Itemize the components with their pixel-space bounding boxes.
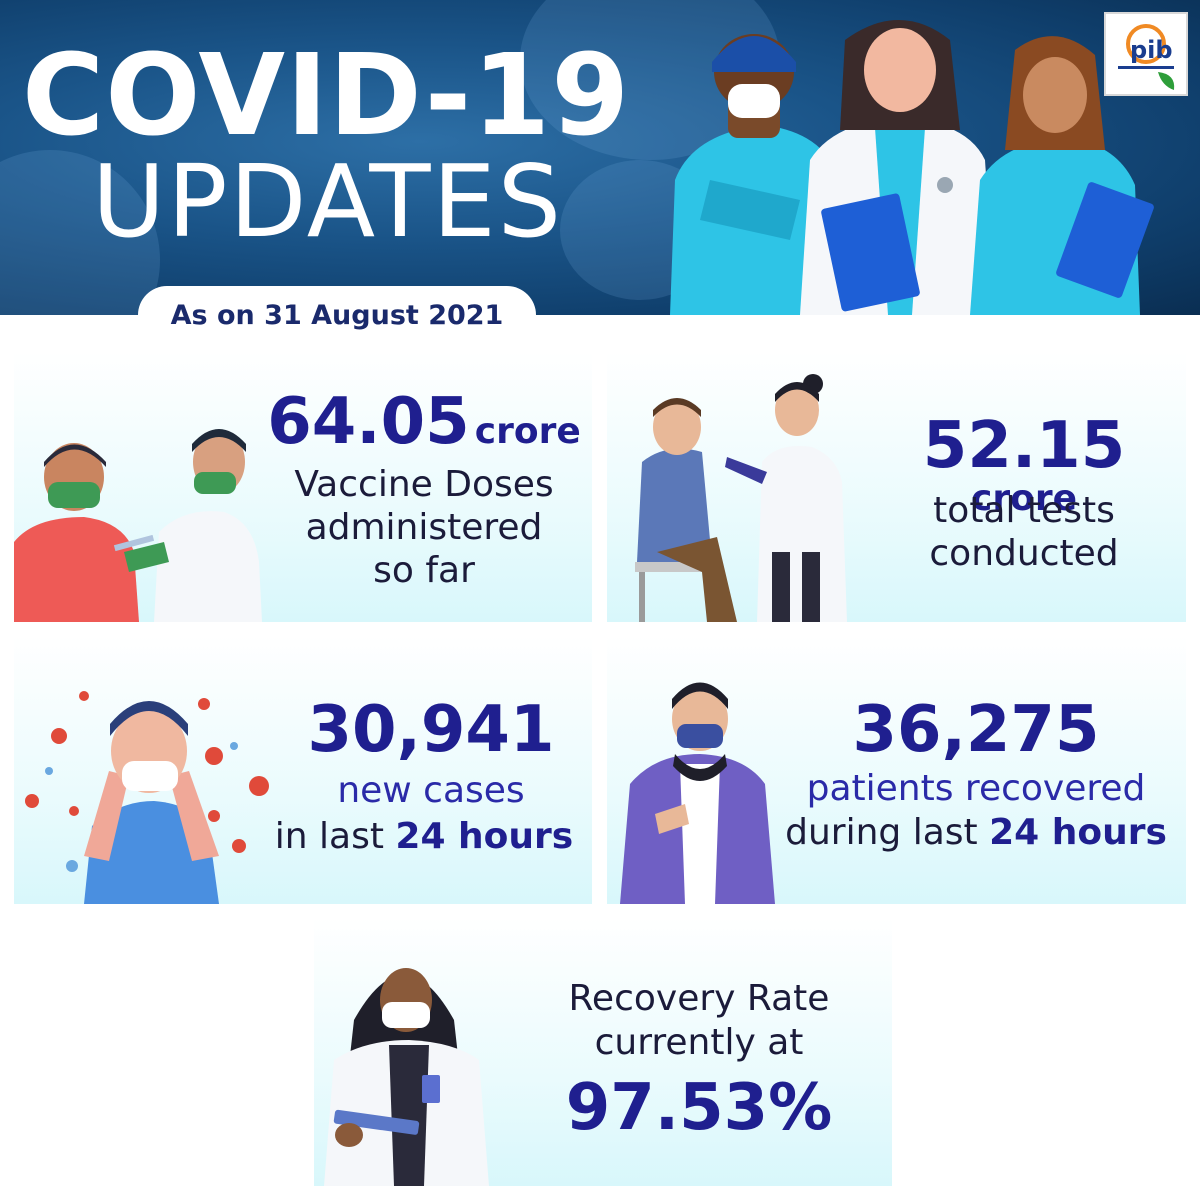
date-badge: As on 31 August 2021 (138, 286, 536, 344)
title-covid19: COVID-19 (22, 31, 631, 161)
recovered-card: 36,275 patients recovered during last 24… (607, 636, 1186, 904)
tests-label-1: total tests (933, 490, 1115, 531)
vaccine-doses-unit: crore (474, 411, 581, 452)
recovered-label-2-bold: 24 hours (989, 812, 1167, 853)
tests-unit: crore (971, 478, 1077, 519)
title-updates: UPDATES (92, 143, 564, 260)
vaccination-illustration (14, 429, 262, 622)
swab-test-illustration (635, 374, 847, 622)
new-cases-label-2: in last 24 hours (259, 816, 589, 858)
masked-man-illustration (620, 682, 775, 904)
recovered-label-2: during last 24 hours (767, 812, 1185, 854)
pib-logo-icon: pib (1104, 12, 1188, 96)
vaccine-card: 64.05 crore Vaccine Doses administered s… (14, 352, 592, 622)
doctor-right-figure (970, 36, 1154, 315)
pib-logo-text: pib (1130, 36, 1173, 64)
doctors-illustration (670, 20, 1154, 315)
recovery-rate-label-1: Recovery Rate (568, 978, 830, 1019)
tests-card: 52.15 crore total tests conducted (607, 352, 1186, 622)
sneezing-person-illustration (25, 691, 269, 904)
vaccine-doses-value: 64.05 (267, 385, 470, 459)
new-cases-label-1: new cases (337, 770, 525, 811)
recovery-rate-label-2: currently at (594, 1022, 804, 1063)
new-cases-label-2-prefix: in last (274, 816, 384, 857)
recovered-label-1: patients recovered (806, 768, 1146, 809)
recovery-rate-value: 97.53% (565, 1071, 833, 1145)
recovered-value: 36,275 (852, 693, 1100, 767)
tests-label-2: conducted (929, 533, 1119, 574)
recovered-label-2-prefix: during last (785, 812, 978, 853)
vaccine-doses-label-3: so far (373, 550, 475, 591)
recovery-rate-card: Recovery Rate currently at 97.53% (314, 918, 892, 1186)
vaccine-doses-label-1: Vaccine Doses (294, 464, 554, 505)
doctor-middle-figure (800, 20, 995, 315)
virus-particles (25, 691, 269, 853)
header-banner: COVID-19 UPDATES (0, 0, 1200, 315)
new-cases-card: 30,941 new cases in last 24 hours (14, 636, 592, 904)
doctor-clipboard-illustration (324, 968, 489, 1186)
vaccine-doses-label-2: administered (305, 507, 543, 548)
doctor-left-figure (670, 34, 845, 315)
new-cases-label-2-bold: 24 hours (395, 816, 574, 857)
tests-value: 52.15 (922, 409, 1126, 483)
new-cases-value: 30,941 (307, 693, 555, 767)
